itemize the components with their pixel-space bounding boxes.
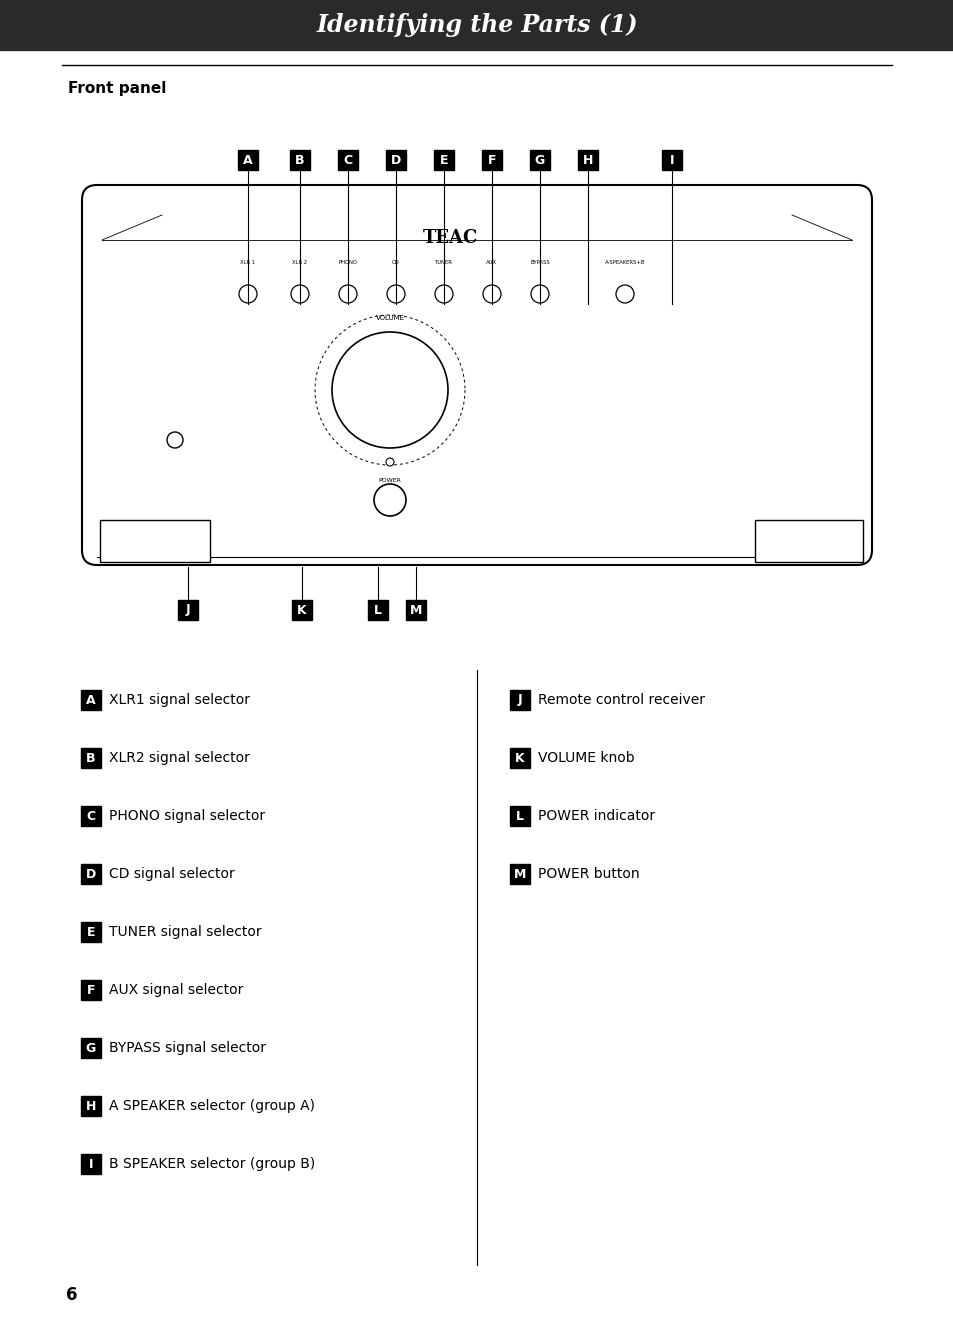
Text: AUX signal selector: AUX signal selector xyxy=(109,983,243,996)
Text: F: F xyxy=(487,153,496,166)
Text: B: B xyxy=(86,751,95,764)
Text: B SPEAKER selector (group B): B SPEAKER selector (group B) xyxy=(109,1157,314,1170)
Circle shape xyxy=(616,285,634,303)
Bar xyxy=(81,807,101,826)
Bar xyxy=(530,150,550,170)
Bar xyxy=(81,1039,101,1058)
Circle shape xyxy=(482,285,500,303)
Bar xyxy=(510,807,530,826)
Text: B: B xyxy=(294,153,304,166)
Text: TUNER: TUNER xyxy=(435,260,453,265)
Text: H: H xyxy=(582,153,593,166)
Circle shape xyxy=(167,432,183,448)
Circle shape xyxy=(291,285,309,303)
Circle shape xyxy=(435,285,453,303)
Circle shape xyxy=(338,285,356,303)
Text: L: L xyxy=(374,604,381,617)
Text: A: A xyxy=(86,693,95,706)
Text: PHONO signal selector: PHONO signal selector xyxy=(109,809,265,822)
Text: E: E xyxy=(87,925,95,938)
Text: VOLUME: VOLUME xyxy=(375,315,404,322)
Bar xyxy=(481,150,501,170)
Text: CD: CD xyxy=(392,260,399,265)
Circle shape xyxy=(374,484,406,517)
Bar xyxy=(237,150,257,170)
Text: E: E xyxy=(439,153,448,166)
Circle shape xyxy=(239,285,256,303)
Bar xyxy=(290,150,310,170)
Text: L: L xyxy=(516,809,523,822)
Bar xyxy=(406,600,426,619)
Text: G: G xyxy=(86,1041,96,1054)
Text: Front panel: Front panel xyxy=(68,80,166,95)
Text: XLR 1: XLR 1 xyxy=(240,260,255,265)
Bar xyxy=(100,521,210,561)
Text: K: K xyxy=(515,751,524,764)
Text: INTEGRATED AMPLIFIER AI-3000: INTEGRATED AMPLIFIER AI-3000 xyxy=(770,546,857,551)
Bar xyxy=(754,521,862,561)
Text: CD signal selector: CD signal selector xyxy=(109,867,234,880)
Bar xyxy=(510,749,530,768)
Bar xyxy=(178,600,198,619)
Circle shape xyxy=(386,457,394,467)
Bar xyxy=(292,600,312,619)
Text: XLR 2: XLR 2 xyxy=(293,260,307,265)
Text: VOLUME knob: VOLUME knob xyxy=(537,751,634,764)
Text: F: F xyxy=(87,983,95,996)
Bar xyxy=(0,0,953,50)
Text: I: I xyxy=(669,153,674,166)
Text: XLR2 signal selector: XLR2 signal selector xyxy=(109,751,250,764)
Text: K: K xyxy=(297,604,307,617)
Text: J: J xyxy=(186,604,190,617)
Text: C: C xyxy=(343,153,353,166)
Text: Remote control receiver: Remote control receiver xyxy=(537,693,704,706)
Bar xyxy=(510,691,530,710)
Bar xyxy=(661,150,681,170)
Bar xyxy=(578,150,598,170)
Text: PHONO: PHONO xyxy=(338,260,357,265)
Text: BYPASS: BYPASS xyxy=(530,260,549,265)
Bar xyxy=(81,749,101,768)
Text: POWER button: POWER button xyxy=(537,867,639,880)
Bar xyxy=(81,1097,101,1116)
Bar xyxy=(81,1155,101,1174)
FancyBboxPatch shape xyxy=(82,185,871,565)
Circle shape xyxy=(387,285,405,303)
Text: D: D xyxy=(391,153,400,166)
Text: M: M xyxy=(514,867,526,880)
Bar xyxy=(386,150,406,170)
Text: A SPEAKER selector (group A): A SPEAKER selector (group A) xyxy=(109,1099,314,1112)
Text: 6: 6 xyxy=(66,1286,77,1304)
Bar xyxy=(434,150,454,170)
Bar xyxy=(81,923,101,942)
Text: H: H xyxy=(86,1099,96,1112)
Text: D: D xyxy=(86,867,96,880)
Text: TEAC: TEAC xyxy=(422,229,477,246)
Text: I: I xyxy=(89,1157,93,1170)
Text: C: C xyxy=(87,809,95,822)
Text: BYPASS signal selector: BYPASS signal selector xyxy=(109,1041,266,1054)
Text: M: M xyxy=(410,604,422,617)
Bar xyxy=(337,150,357,170)
Text: A: A xyxy=(243,153,253,166)
Bar xyxy=(510,865,530,884)
Bar xyxy=(81,865,101,884)
Bar xyxy=(81,691,101,710)
Bar xyxy=(368,600,388,619)
Text: POWER indicator: POWER indicator xyxy=(537,809,655,822)
Text: TUNER signal selector: TUNER signal selector xyxy=(109,925,261,938)
Bar xyxy=(81,981,101,1000)
Text: A-SPEAKERS+B: A-SPEAKERS+B xyxy=(604,260,644,265)
Text: POWER: POWER xyxy=(378,477,401,482)
Text: J: J xyxy=(517,693,521,706)
Circle shape xyxy=(531,285,548,303)
Text: G: G xyxy=(535,153,544,166)
Circle shape xyxy=(332,332,448,448)
Text: Identifying the Parts (1): Identifying the Parts (1) xyxy=(315,13,638,37)
Text: XLR1 signal selector: XLR1 signal selector xyxy=(109,693,250,706)
Text: AUX: AUX xyxy=(486,260,497,265)
